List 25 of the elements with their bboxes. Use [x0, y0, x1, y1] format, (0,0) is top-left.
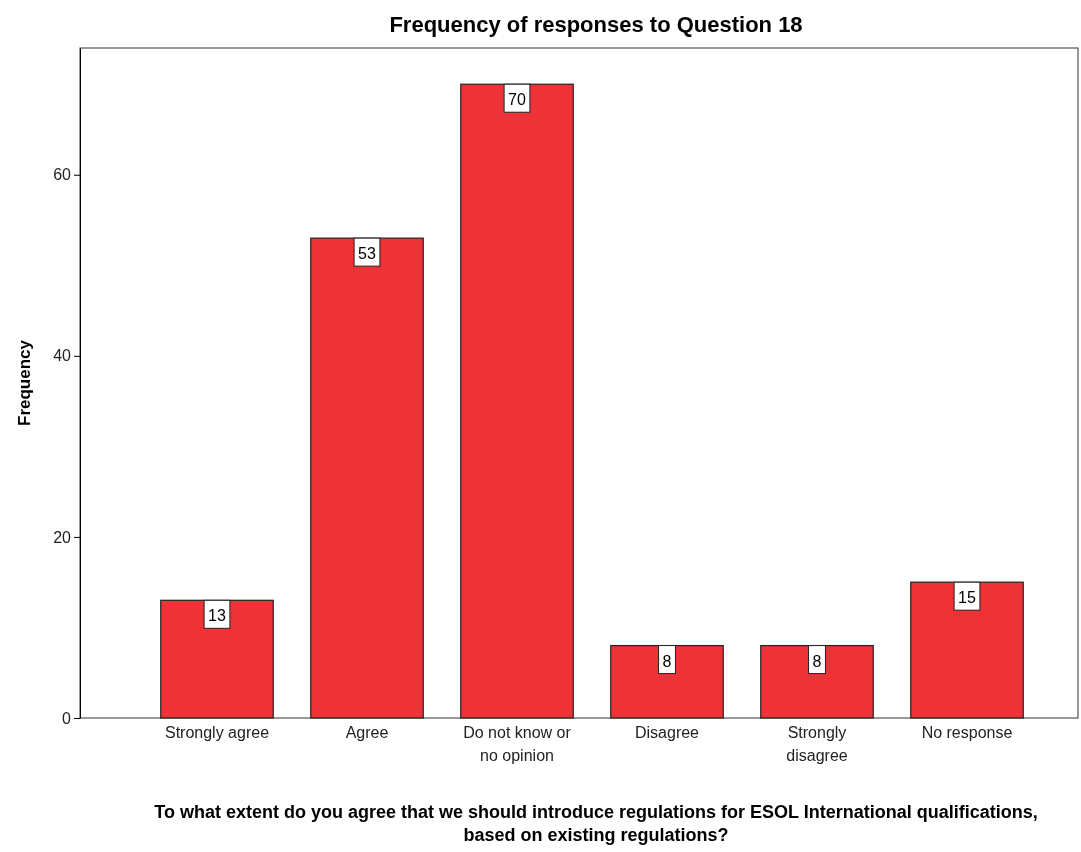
bar [760, 644, 874, 719]
x-tick-label: Agree [345, 724, 389, 741]
x-axis-title: To what extent do you agree that we should introduce regulations for ESOL International qualifications, based on existing regulations? [154, 802, 1038, 845]
y-tick-label: 0 [62, 709, 72, 727]
y-tick-label: 40 [53, 347, 72, 365]
x-tick-label: No response [921, 724, 1013, 741]
y-axis-title: Frequency [15, 339, 34, 426]
bar [910, 581, 1024, 719]
data-label: 15 [958, 589, 976, 607]
bar [160, 599, 274, 719]
x-tick-label: Strongly agree [164, 724, 270, 741]
data-label: 70 [508, 91, 526, 109]
x-tick-label: Strongly disagree [786, 724, 848, 765]
chart-title: Frequency of responses to Question 18 [389, 12, 803, 37]
x-tick-label: Do not know or no opinion [463, 724, 572, 765]
bar [310, 237, 424, 719]
bar [460, 83, 574, 719]
data-label: 53 [358, 245, 376, 263]
y-tick-label: 60 [53, 166, 72, 184]
bar [610, 644, 724, 719]
x-tick-label: Disagree [634, 724, 700, 741]
data-label: 13 [208, 607, 226, 625]
data-label: 8 [662, 652, 672, 670]
y-tick-label: 20 [53, 528, 72, 546]
data-label: 8 [812, 652, 822, 670]
